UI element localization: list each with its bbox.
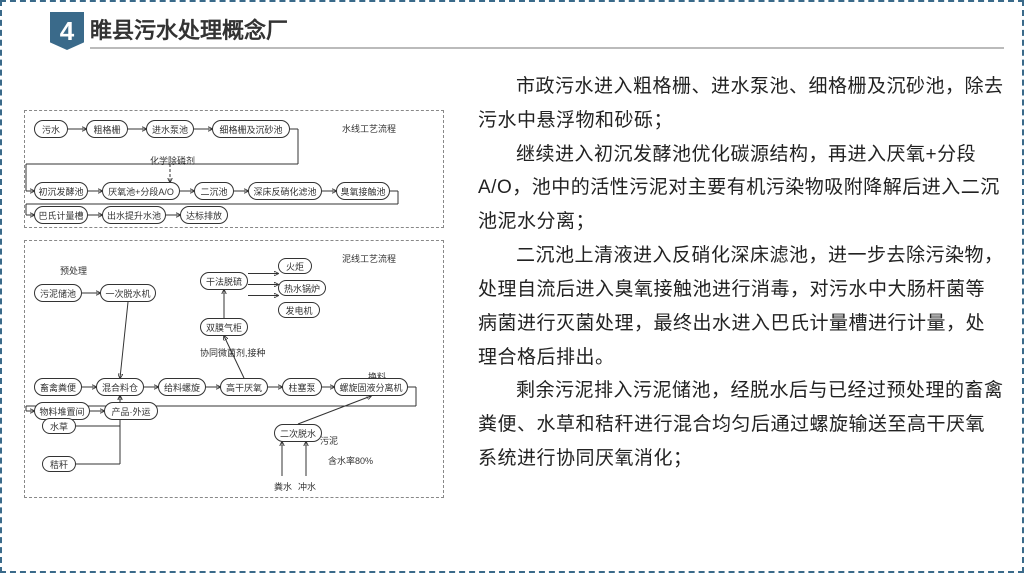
flowchart-label: 粪水: [274, 480, 292, 493]
flowchart-node: 二次脱水: [274, 424, 322, 442]
diagram-column: 水线工艺流程化学除磷剂泥线工艺流程预处理协同微菌剂,接种换料污泥含水率80%粪水…: [20, 56, 460, 556]
flowchart-node: 混合料仓: [96, 378, 144, 396]
flowchart-label: 协同微菌剂,接种: [200, 346, 266, 359]
flowchart-node: 水草: [42, 418, 76, 434]
description-column: 市政污水进入粗格栅、进水泵池、细格栅及沉砂池，除去污水中悬浮物和砂砾； 继续进入…: [478, 56, 1004, 556]
flowchart-label: 预处理: [60, 264, 87, 277]
flowchart-node: 干法脱硫: [200, 272, 248, 290]
paragraph: 剩余污泥排入污泥储池，经脱水后与已经过预处理的畜禽粪便、水草和秸秆进行混合均匀后…: [478, 374, 1004, 475]
page-title: 睢县污水处理概念厂: [90, 13, 1004, 49]
flowchart-node: 细格栅及沉砂池: [212, 120, 290, 138]
paragraph: 继续进入初沉发酵池优化碳源结构，再进入厌氧+分段A/O，池中的活性污泥对主要有机…: [478, 138, 1004, 239]
flowchart-label: 污泥: [320, 434, 338, 447]
flowchart-node: 产品·外运: [104, 402, 158, 420]
flowchart-node: 厌氧池+分段A/O: [102, 182, 180, 200]
paragraph: 市政污水进入粗格栅、进水泵池、细格栅及沉砂池，除去污水中悬浮物和砂砾；: [478, 70, 1004, 138]
flowchart-node: 初沉发酵池: [34, 182, 88, 200]
flowchart-node: 高干厌氧: [220, 378, 268, 396]
flowchart-node: 给料螺旋: [158, 378, 206, 396]
flowchart-node: 进水泵池: [146, 120, 194, 138]
flowchart-node: 火炬: [278, 258, 312, 274]
flowchart-label: 泥线工艺流程: [342, 252, 396, 265]
flowchart-node: 柱塞泵: [282, 378, 322, 396]
content-row: 水线工艺流程化学除磷剂泥线工艺流程预处理协同微菌剂,接种换料污泥含水率80%粪水…: [20, 56, 1004, 556]
flowchart-node: 发电机: [278, 302, 320, 318]
flowchart-node: 出水提升水池: [102, 206, 166, 224]
header: 4 睢县污水处理概念厂: [20, 12, 1004, 50]
flowchart-node: 达标排放: [180, 206, 228, 224]
flowchart-label: 冲水: [298, 480, 316, 493]
flowchart-node: 巴氏计量槽: [34, 206, 88, 224]
flowchart-node: 二沉池: [194, 182, 234, 200]
flowchart-node: 深床反硝化滤池: [248, 182, 322, 200]
flowchart-label: 化学除磷剂: [150, 154, 195, 167]
flowchart-node: 热水锅炉: [278, 280, 326, 296]
flowchart-label: 水线工艺流程: [342, 122, 396, 135]
flowchart-node: 污水: [34, 120, 68, 138]
process-flowchart: 水线工艺流程化学除磷剂泥线工艺流程预处理协同微菌剂,接种换料污泥含水率80%粪水…: [20, 106, 450, 506]
flowchart-label: 含水率80%: [328, 454, 373, 467]
flowchart-node: 污泥储池: [34, 284, 82, 302]
flowchart-node: 臭氧接触池: [336, 182, 390, 200]
flowchart-node: 秸秆: [42, 456, 76, 472]
paragraph: 二沉池上清液进入反硝化深床滤池，进一步去除污染物，处理自流后进入臭氧接触池进行消…: [478, 239, 1004, 374]
flowchart-node: 一次脱水机: [100, 284, 156, 302]
flowchart-node: 粗格栅: [86, 120, 128, 138]
flowchart-node: 螺旋固液分离机: [334, 378, 408, 396]
flowchart-node: 畜禽粪便: [34, 378, 82, 396]
slide: 4 睢县污水处理概念厂 水线工艺流程化学除磷剂泥线工艺流程预处理协同微菌剂,接种…: [0, 0, 1024, 573]
flowchart-node: 双膜气柜: [200, 318, 248, 336]
section-number-badge: 4: [50, 12, 84, 50]
